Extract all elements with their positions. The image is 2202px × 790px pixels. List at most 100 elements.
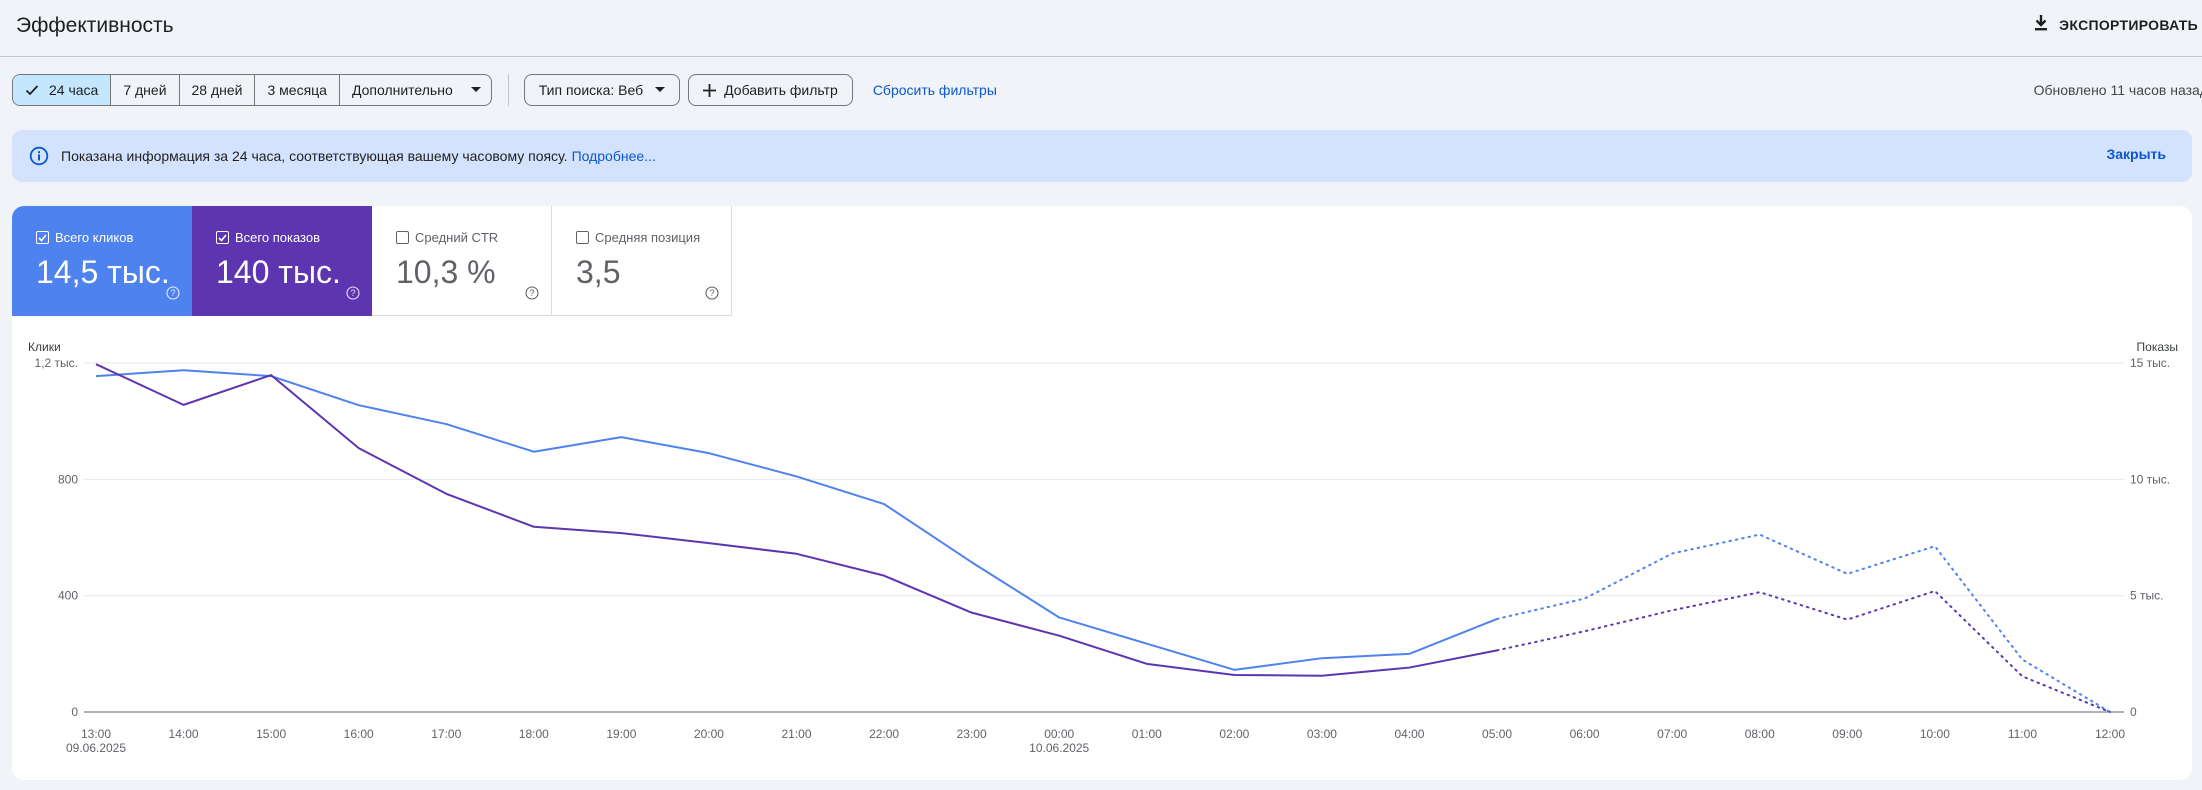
search-type-dropdown[interactable]: Тип поиска: Веб bbox=[523, 74, 681, 106]
help-icon[interactable]: ? bbox=[705, 286, 719, 300]
dropdown-arrow-icon bbox=[655, 87, 666, 93]
banner-message: Показана информация за 24 часа, соответс… bbox=[61, 148, 568, 164]
metric-clicks[interactable]: Всего кликов 14,5 тыс. ? bbox=[12, 206, 192, 316]
range-more-label: Дополнительно bbox=[351, 82, 453, 98]
help-icon[interactable]: ? bbox=[346, 286, 360, 300]
date-range-selector: 24 часа 7 дней 28 дней 3 месяца Дополнит… bbox=[12, 74, 492, 106]
checkbox-unchecked-icon bbox=[396, 231, 409, 244]
x-tick-label: 07:00 bbox=[1657, 727, 1687, 741]
x-tick-label: 12:00 bbox=[2095, 727, 2125, 741]
x-tick-label: 18:00 bbox=[519, 727, 549, 741]
series-line-clicks bbox=[95, 369, 1498, 671]
plus-icon bbox=[703, 83, 717, 97]
x-tick-label: 19:00 bbox=[606, 727, 636, 741]
x-tick-label: 21:00 bbox=[782, 727, 812, 741]
help-icon[interactable]: ? bbox=[525, 286, 539, 300]
left-tick-label: 400 bbox=[58, 589, 78, 603]
toolbar-divider bbox=[507, 74, 509, 106]
right-tick-label: 10 тыс. bbox=[2130, 472, 2170, 486]
help-icon[interactable]: ? bbox=[166, 286, 180, 300]
range-label: 7 дней bbox=[123, 82, 167, 98]
metric-ctr-value: 10,3 % bbox=[396, 254, 496, 290]
range-label: 28 дней bbox=[191, 82, 243, 98]
x-tick-label: 14:00 bbox=[169, 727, 199, 741]
x-tick-label: 11:00 bbox=[2008, 727, 2037, 741]
metric-label: Всего показов bbox=[216, 230, 320, 245]
left-tick-label: 1,2 тыс. bbox=[35, 356, 78, 370]
range-7d[interactable]: 7 дней bbox=[111, 75, 180, 105]
range-label: 3 месяца bbox=[267, 82, 327, 98]
series-line-impressions bbox=[95, 363, 1498, 677]
last-updated-text: Обновлено 11 часов назад bbox=[2033, 82, 2202, 98]
x-tick-label: 10:00 bbox=[1920, 727, 1950, 741]
add-filter-label: Добавить фильтр bbox=[724, 82, 838, 98]
metric-position[interactable]: Средняя позиция 3,5 ? bbox=[552, 206, 732, 316]
info-icon bbox=[29, 146, 49, 166]
x-tick-label: 20:00 bbox=[694, 727, 724, 741]
metric-impressions[interactable]: Всего показов 140 тыс. ? bbox=[192, 206, 372, 316]
metric-label: Всего кликов bbox=[36, 230, 133, 245]
filter-toolbar: 24 часа 7 дней 28 дней 3 месяца Дополнит… bbox=[12, 74, 997, 106]
export-label: ЭКСПОРТИРОВАТЬ bbox=[2059, 17, 2198, 33]
x-tick-label: 03:00 bbox=[1307, 727, 1337, 741]
performance-chart: Клики Показы 0 0 400 5 тыс. 800 10 тыс. 1,2 тыс.… bbox=[28, 340, 2178, 755]
checkbox-checked-icon bbox=[36, 231, 49, 244]
range-28d[interactable]: 28 дней bbox=[180, 75, 256, 105]
left-tick-label: 0 bbox=[71, 705, 78, 719]
learn-more-link[interactable]: Подробнее... bbox=[571, 148, 656, 164]
series-projection-clicks bbox=[1496, 533, 2111, 713]
x-tick-label: 17:00 bbox=[431, 727, 461, 741]
metric-position-label: Средняя позиция bbox=[595, 230, 701, 245]
x-tick-label: 02:00 bbox=[1219, 727, 1249, 741]
right-tick-label: 0 bbox=[2130, 705, 2137, 719]
close-banner-button[interactable]: Закрыть bbox=[2106, 146, 2166, 162]
metric-impressions-value: 140 тыс. bbox=[216, 254, 341, 290]
metric-label: Средняя позиция bbox=[576, 230, 700, 245]
x-tick-label: 04:00 bbox=[1394, 727, 1424, 741]
x-tick-label: 22:00 bbox=[869, 727, 899, 741]
search-type-label: Тип поиска: Веб bbox=[538, 82, 644, 98]
add-filter-button[interactable]: Добавить фильтр bbox=[688, 74, 853, 106]
check-icon bbox=[25, 84, 39, 96]
x-tick-label: 15:00 bbox=[256, 727, 286, 741]
x-tick-date-label: 10.06.2025 bbox=[1029, 741, 1089, 755]
range-24h[interactable]: 24 часа bbox=[13, 75, 112, 105]
x-tick-label: 13:00 bbox=[81, 727, 111, 741]
x-tick-label: 16:00 bbox=[344, 727, 374, 741]
x-tick-date-label: 09.06.2025 bbox=[66, 741, 126, 755]
left-tick-label: 800 bbox=[58, 472, 78, 486]
left-axis-title: Клики bbox=[28, 340, 61, 354]
svg-text:?: ? bbox=[529, 288, 534, 298]
metric-ctr-label: Средний CTR bbox=[415, 230, 499, 245]
page-title: Эффективность bbox=[16, 14, 174, 37]
right-tick-label: 5 тыс. bbox=[2130, 589, 2163, 603]
dropdown-arrow-icon bbox=[470, 87, 481, 93]
x-tick-label: 00:00 bbox=[1044, 727, 1074, 741]
right-axis-title: Показы bbox=[2137, 340, 2178, 354]
metric-impressions-label: Всего показов bbox=[235, 230, 320, 245]
metric-clicks-label: Всего кликов bbox=[55, 230, 134, 245]
x-tick-label: 23:00 bbox=[957, 727, 987, 741]
svg-text:?: ? bbox=[709, 288, 714, 298]
x-tick-label: 06:00 bbox=[1570, 727, 1600, 741]
range-3m[interactable]: 3 месяца bbox=[255, 75, 340, 105]
metric-position-value: 3,5 bbox=[576, 254, 621, 290]
right-tick-label: 15 тыс. bbox=[2130, 356, 2170, 370]
performance-card: Всего кликов 14,5 тыс. ? Всего показов 1… bbox=[12, 206, 2192, 780]
reset-filters-link[interactable]: Сбросить фильтры bbox=[872, 82, 997, 98]
x-tick-label: 05:00 bbox=[1482, 727, 1512, 741]
svg-text:?: ? bbox=[350, 288, 355, 298]
checkbox-unchecked-icon bbox=[576, 231, 589, 244]
range-more-dropdown[interactable]: Дополнительно bbox=[340, 75, 491, 105]
svg-text:?: ? bbox=[170, 288, 175, 298]
range-label: 24 часа bbox=[49, 82, 99, 98]
metric-clicks-value: 14,5 тыс. bbox=[36, 254, 170, 290]
x-tick-label: 09:00 bbox=[1832, 727, 1862, 741]
download-icon bbox=[2033, 14, 2049, 37]
metric-label: Средний CTR bbox=[396, 230, 498, 245]
export-button[interactable]: ЭКСПОРТИРОВАТЬ bbox=[2033, 12, 2198, 38]
metric-ctr[interactable]: Средний CTR 10,3 % ? bbox=[372, 206, 552, 316]
page-header: Эффективность ЭКСПОРТИРОВАТЬ bbox=[0, 0, 2202, 57]
series-projection-impressions bbox=[1496, 589, 2111, 713]
x-tick-label: 08:00 bbox=[1745, 727, 1775, 741]
